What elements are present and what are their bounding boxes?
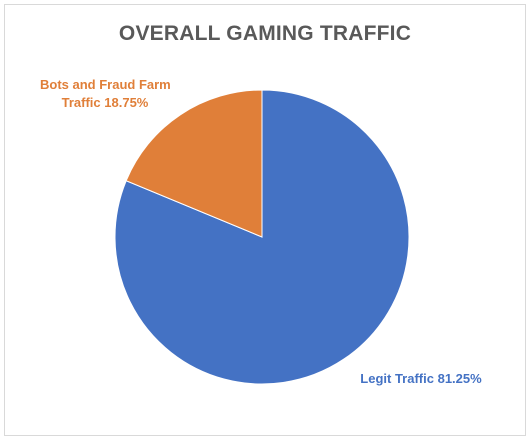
chart-title: OVERALL GAMING TRAFFIC (118, 22, 412, 45)
data-label-bots-fraud-farm-traffic: Bots and Fraud Farm Traffic 18.75% (40, 76, 171, 112)
pie-slice-bots-fraud-farm-traffic (125, 89, 263, 238)
data-label-bots-line1: Bots and Fraud Farm (40, 77, 171, 92)
data-label-bots-line2: Traffic 18.75% (61, 95, 149, 110)
data-label-legit-traffic: Legit Traffic 81.25% (360, 371, 482, 386)
